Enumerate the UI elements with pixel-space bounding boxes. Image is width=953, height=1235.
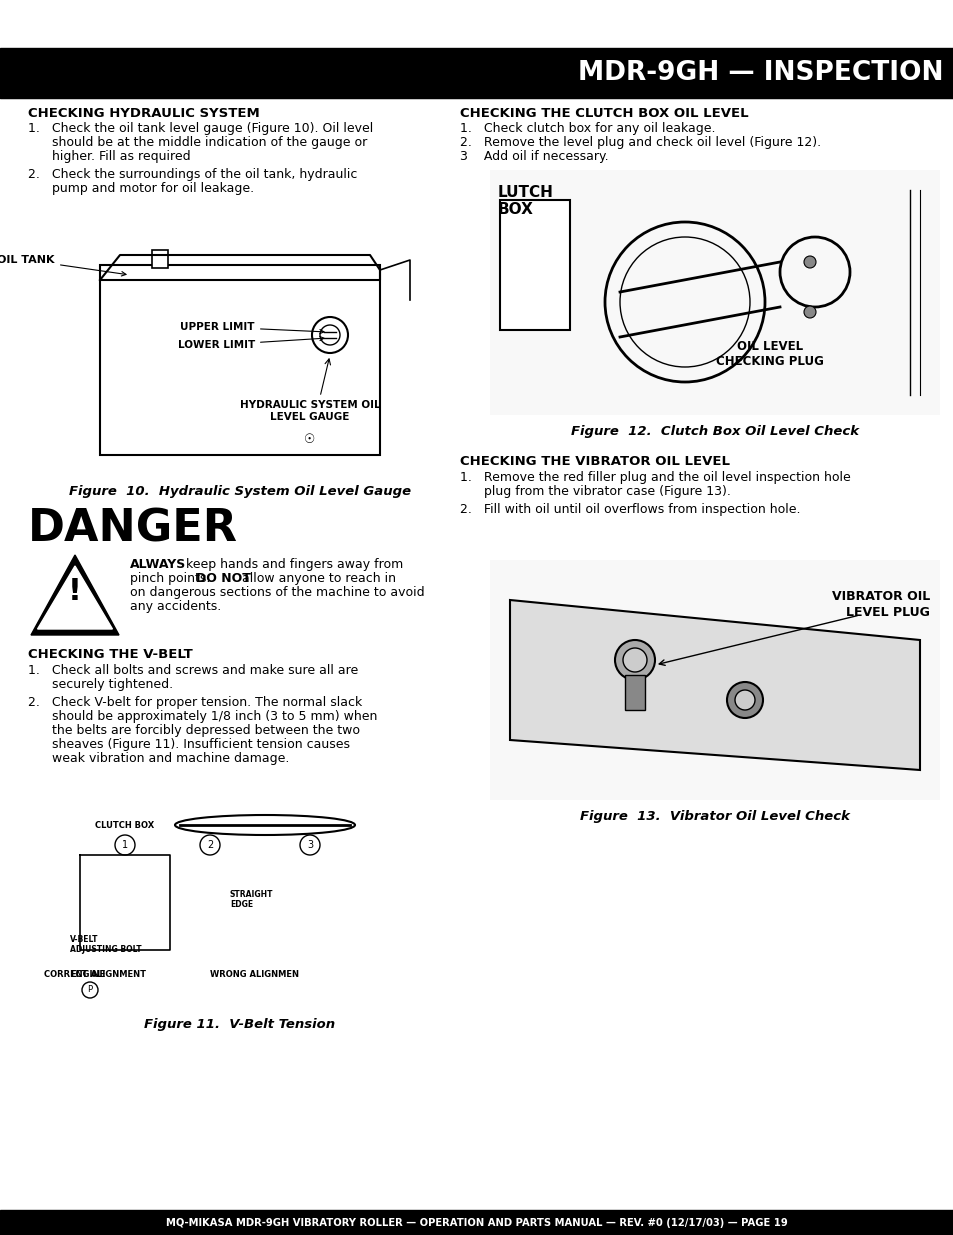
Text: any accidents.: any accidents.	[130, 600, 221, 613]
Text: 3: 3	[307, 840, 313, 850]
Text: UPPER LIMIT: UPPER LIMIT	[180, 322, 324, 333]
Text: WRONG ALIGNMEN: WRONG ALIGNMEN	[211, 969, 299, 979]
Text: DANGER: DANGER	[28, 508, 237, 551]
Text: ☉: ☉	[304, 433, 315, 446]
Polygon shape	[30, 555, 119, 635]
Text: 1.   Check all bolts and screws and make sure all are: 1. Check all bolts and screws and make s…	[28, 664, 358, 677]
Text: 1.   Check the oil tank level gauge (Figure 10). Oil level: 1. Check the oil tank level gauge (Figur…	[28, 122, 373, 135]
Text: 1: 1	[122, 840, 128, 850]
Text: sheaves (Figure 11). Insufficient tension causes: sheaves (Figure 11). Insufficient tensio…	[28, 739, 350, 751]
Text: LUTCH
BOX: LUTCH BOX	[497, 185, 554, 217]
Text: CHECKING THE VIBRATOR OIL LEVEL: CHECKING THE VIBRATOR OIL LEVEL	[459, 454, 729, 468]
Bar	[490, 559, 939, 800]
Text: OIL TANK: OIL TANK	[0, 254, 126, 275]
Text: MDR-9GH — INSPECTION: MDR-9GH — INSPECTION	[578, 61, 943, 86]
Bar	[490, 170, 939, 415]
Text: CLUTCH BOX: CLUTCH BOX	[95, 821, 154, 830]
Polygon shape	[37, 566, 112, 629]
Text: VIBRATOR OIL
LEVEL PLUG: VIBRATOR OIL LEVEL PLUG	[831, 590, 929, 619]
Text: pinch points.: pinch points.	[130, 572, 214, 585]
Text: Figure  13.  Vibrator Oil Level Check: Figure 13. Vibrator Oil Level Check	[579, 810, 849, 823]
Text: 3    Add oil if necessary.: 3 Add oil if necessary.	[459, 149, 608, 163]
Text: plug from the vibrator case (Figure 13).: plug from the vibrator case (Figure 13).	[459, 485, 730, 498]
Text: Figure  12.  Clutch Box Oil Level Check: Figure 12. Clutch Box Oil Level Check	[570, 425, 858, 438]
Text: 2.   Check the surroundings of the oil tank, hydraulic: 2. Check the surroundings of the oil tan…	[28, 168, 357, 182]
Text: LOWER LIMIT: LOWER LIMIT	[177, 336, 324, 350]
Text: CHECKING HYDRAULIC SYSTEM: CHECKING HYDRAULIC SYSTEM	[28, 107, 259, 120]
Text: on dangerous sections of the machine to avoid: on dangerous sections of the machine to …	[130, 585, 424, 599]
Text: CHECKING THE CLUTCH BOX OIL LEVEL: CHECKING THE CLUTCH BOX OIL LEVEL	[459, 107, 748, 120]
Text: 2.   Check V-belt for proper tension. The normal slack: 2. Check V-belt for proper tension. The …	[28, 697, 362, 709]
Text: Figure  10.  Hydraulic System Oil Level Gauge: Figure 10. Hydraulic System Oil Level Ga…	[69, 485, 411, 498]
Text: allow anyone to reach in: allow anyone to reach in	[237, 572, 395, 585]
Bar	[0, 1210, 953, 1235]
Text: CHECKING THE V-BELT: CHECKING THE V-BELT	[28, 648, 193, 661]
Text: 1.   Check clutch box for any oil leakage.: 1. Check clutch box for any oil leakage.	[459, 122, 715, 135]
Circle shape	[734, 690, 754, 710]
Circle shape	[726, 682, 762, 718]
Text: MQ-MIKASA MDR-9GH VIBRATORY ROLLER — OPERATION AND PARTS MANUAL — REV. #0 (12/17: MQ-MIKASA MDR-9GH VIBRATORY ROLLER — OPE…	[166, 1218, 787, 1228]
Bar	[152, 249, 168, 268]
Text: pump and motor for oil leakage.: pump and motor for oil leakage.	[28, 182, 253, 195]
Text: 2.   Remove the level plug and check oil level (Figure 12).: 2. Remove the level plug and check oil l…	[459, 136, 821, 149]
Text: STRAIGHT
EDGE: STRAIGHT EDGE	[230, 890, 274, 909]
Text: should be at the middle indication of the gauge or: should be at the middle indication of th…	[28, 136, 367, 149]
Text: HYDRAULIC SYSTEM OIL
LEVEL GAUGE: HYDRAULIC SYSTEM OIL LEVEL GAUGE	[239, 400, 380, 422]
Circle shape	[622, 648, 646, 672]
Text: securely tightened.: securely tightened.	[28, 678, 172, 692]
Text: P: P	[88, 986, 92, 994]
Bar	[624, 676, 644, 710]
Circle shape	[615, 640, 655, 680]
Bar	[499, 200, 569, 330]
Text: OIL LEVEL
CHECKING PLUG: OIL LEVEL CHECKING PLUG	[716, 340, 823, 368]
Text: should be approximately 1/8 inch (3 to 5 mm) when: should be approximately 1/8 inch (3 to 5…	[28, 710, 377, 722]
Circle shape	[803, 306, 815, 317]
Text: the belts are forcibly depressed between the two: the belts are forcibly depressed between…	[28, 724, 359, 737]
Text: ENGINE: ENGINE	[70, 969, 105, 979]
Text: DO NOT: DO NOT	[195, 572, 251, 585]
Bar	[0, 48, 953, 98]
Bar	[100, 266, 379, 454]
Text: 2.   Fill with oil until oil overflows from inspection hole.: 2. Fill with oil until oil overflows fro…	[459, 503, 800, 516]
Text: 2: 2	[207, 840, 213, 850]
Text: CORRECT ALIGNMENT: CORRECT ALIGNMENT	[44, 969, 146, 979]
Text: !: !	[68, 577, 82, 605]
Text: higher. Fill as required: higher. Fill as required	[28, 149, 191, 163]
Text: 1.   Remove the red filler plug and the oil level inspection hole: 1. Remove the red filler plug and the oi…	[459, 471, 850, 484]
Text: V-BELT
ADJUSTING BOLT: V-BELT ADJUSTING BOLT	[70, 935, 141, 955]
Text: Figure 11.  V-Belt Tension: Figure 11. V-Belt Tension	[144, 1018, 335, 1031]
Text: keep hands and fingers away from: keep hands and fingers away from	[182, 558, 403, 571]
Text: ALWAYS: ALWAYS	[130, 558, 186, 571]
Text: weak vibration and machine damage.: weak vibration and machine damage.	[28, 752, 289, 764]
Circle shape	[803, 256, 815, 268]
Polygon shape	[510, 600, 919, 769]
